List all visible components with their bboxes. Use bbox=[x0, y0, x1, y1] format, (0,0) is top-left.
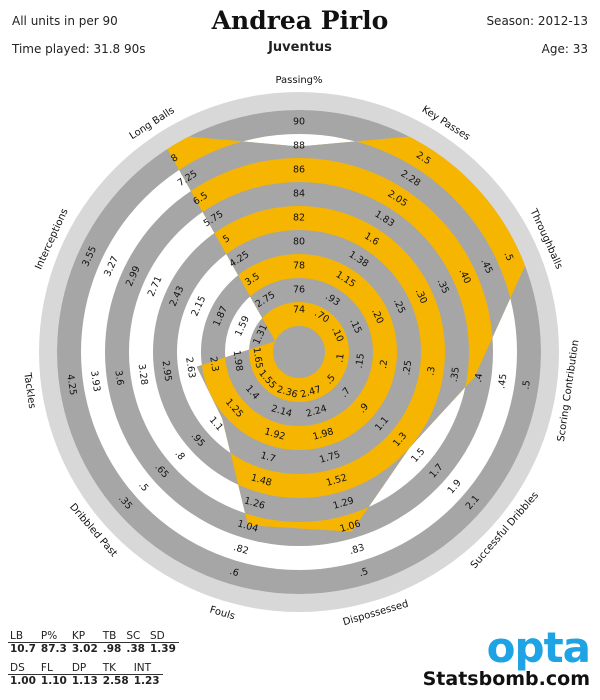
stat-value: 10.7 bbox=[10, 643, 36, 655]
player-shape-center bbox=[273, 326, 325, 378]
stat-header: KP bbox=[69, 630, 101, 643]
stat-header: TK bbox=[100, 662, 132, 675]
axis-tick-label: 1.98 bbox=[231, 350, 245, 373]
stat-value: .38 bbox=[126, 643, 145, 655]
age-label: Age: 33 bbox=[541, 42, 588, 56]
stats-header-row: LB P% KP TB SC SD bbox=[8, 630, 179, 643]
axis-tick-label: .82 bbox=[232, 542, 250, 557]
axis-tick-label: 88 bbox=[293, 141, 305, 152]
stat-header: FL bbox=[38, 662, 70, 675]
axis-name-label: Scoring Contribution bbox=[556, 339, 582, 442]
stat-header: DS bbox=[8, 662, 39, 675]
stats-value-row: 10.7 87.3 3.02 .98 .38 1.39 bbox=[8, 643, 179, 655]
axis-tick-label: .5 bbox=[358, 566, 370, 579]
stat-header: SD bbox=[147, 630, 179, 643]
axis-tick-label: 78 bbox=[293, 261, 305, 272]
stat-value: 1.00 bbox=[10, 675, 36, 687]
stat-header: DP bbox=[69, 662, 101, 675]
axis-tick-label: .83 bbox=[348, 542, 366, 557]
player-name-title: Andrea Pirlo bbox=[211, 6, 389, 35]
time-played: Time played: 31.8 90s bbox=[12, 42, 146, 56]
axis-tick-label: .4 bbox=[473, 373, 485, 384]
axis-tick-label: 2.63 bbox=[183, 356, 197, 379]
stats-table-row2: DS FL DP TK INT 1.00 1.10 1.13 2.58 1.23 bbox=[8, 662, 163, 687]
axis-tick-label: .25 bbox=[401, 359, 414, 376]
axis-name-label: Fouls bbox=[208, 605, 236, 623]
axis-tick-label: 2.3 bbox=[207, 356, 220, 373]
axis-tick-label: .6 bbox=[228, 566, 240, 579]
axis-tick-label: 90 bbox=[293, 117, 305, 128]
axis-tick-label: 80 bbox=[293, 237, 305, 248]
stat-header: TB bbox=[100, 630, 125, 643]
stat-value: 1.39 bbox=[149, 643, 176, 655]
axis-tick-label: .3 bbox=[425, 366, 437, 377]
stat-value: .98 bbox=[102, 643, 122, 655]
axis-tick-label: 1.7 bbox=[259, 450, 277, 465]
axis-tick-label: 4.25 bbox=[64, 373, 78, 396]
stat-value: 3.02 bbox=[71, 643, 98, 655]
statsbomb-link[interactable]: Statsbomb.com bbox=[422, 668, 590, 690]
axis-tick-label: .15 bbox=[354, 353, 367, 370]
axis-tick-label: 8 bbox=[169, 152, 180, 165]
stat-value: 1.23 bbox=[133, 675, 160, 687]
axis-tick-label: .2 bbox=[378, 359, 390, 370]
axis-tick-label: .5 bbox=[521, 379, 533, 390]
stat-value: 87.3 bbox=[40, 643, 67, 655]
season-label: Season: 2012-13 bbox=[486, 14, 588, 28]
stat-header: INT bbox=[131, 662, 163, 675]
axis-tick-label: .1 bbox=[334, 353, 346, 364]
axis-tick-label: 76 bbox=[293, 285, 305, 296]
stat-value: 2.58 bbox=[102, 675, 129, 687]
axis-name-label: Tackles bbox=[21, 371, 37, 409]
axis-tick-label: 86 bbox=[293, 165, 305, 176]
stat-value: 1.13 bbox=[71, 675, 98, 687]
stats-value-row: 1.00 1.10 1.13 2.58 1.23 bbox=[8, 675, 163, 687]
axis-tick-label: 82 bbox=[293, 213, 305, 224]
axis-tick-label: 3.93 bbox=[88, 370, 102, 393]
stats-table-row1: LB P% KP TB SC SD 10.7 87.3 3.02 .98 .38… bbox=[8, 630, 179, 655]
opta-logo: opta bbox=[486, 623, 591, 672]
team-name: Juventus bbox=[268, 40, 332, 55]
stat-header: P% bbox=[38, 630, 70, 643]
units-note: All units in per 90 bbox=[12, 14, 118, 28]
axis-tick-label: 5 bbox=[221, 233, 232, 246]
axis-tick-label: 84 bbox=[293, 189, 305, 200]
axis-tick-label: 1.65 bbox=[250, 347, 264, 370]
axis-tick-label: 3.6 bbox=[112, 370, 125, 387]
axis-tick-label: 74 bbox=[293, 305, 305, 316]
axis-tick-label: .45 bbox=[496, 373, 509, 390]
axis-tick-label: .5 bbox=[501, 250, 515, 263]
stat-value: 1.10 bbox=[40, 675, 67, 687]
axis-tick-label: 3.28 bbox=[136, 363, 150, 386]
stat-header: SC bbox=[124, 630, 148, 643]
axis-tick-label: 2.95 bbox=[159, 360, 173, 383]
stats-header-row: DS FL DP TK INT bbox=[8, 662, 163, 675]
axis-name-label: Passing% bbox=[275, 75, 322, 86]
axis-tick-label: .35 bbox=[449, 366, 462, 383]
stat-header: LB bbox=[8, 630, 39, 643]
